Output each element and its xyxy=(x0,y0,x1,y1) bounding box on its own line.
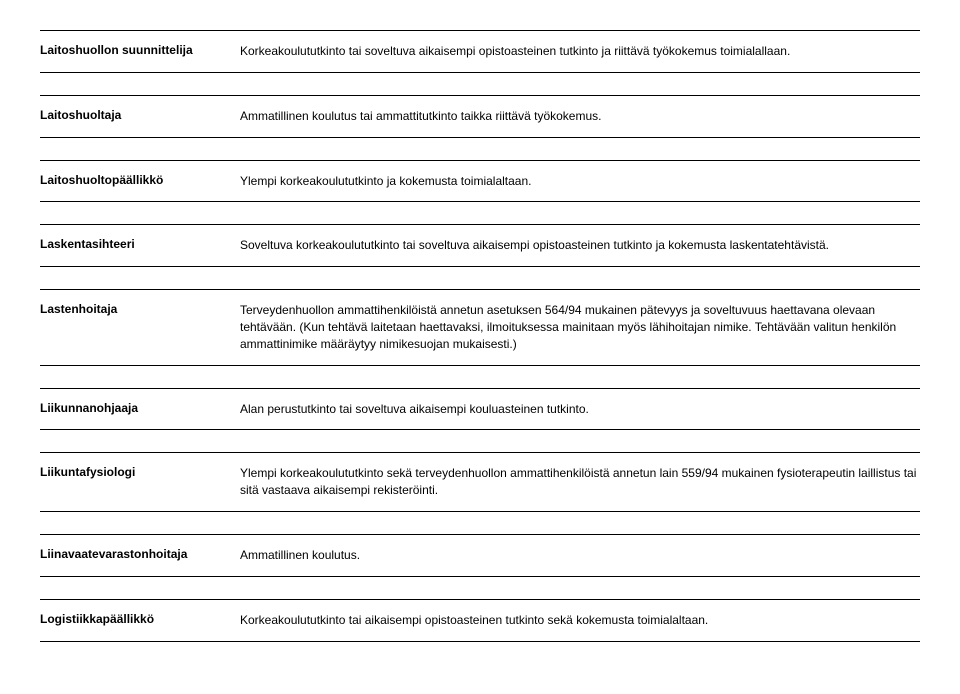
row-title: Laitoshuoltopäällikkö xyxy=(40,173,240,187)
row-desc: Ylempi korkeakoulututkinto ja kokemusta … xyxy=(240,173,920,190)
row-title: Logistiikkapäällikkö xyxy=(40,612,240,626)
table-row: Laitoshuoltaja Ammatillinen koulutus tai… xyxy=(40,95,920,138)
row-desc: Korkeakoulututkinto tai soveltuva aikais… xyxy=(240,43,920,60)
row-desc: Ammatillinen koulutus tai ammattitutkint… xyxy=(240,108,920,125)
row-title: Liinavaatevarastonhoitaja xyxy=(40,547,240,561)
table-row: Lastenhoitaja Terveydenhuollon ammattihe… xyxy=(40,289,920,365)
table-row: Liikunnanohjaaja Alan perustutkinto tai … xyxy=(40,388,920,431)
table-row: Laitoshuollon suunnittelija Korkeakoulut… xyxy=(40,30,920,73)
row-desc: Ylempi korkeakoulututkinto sekä terveyde… xyxy=(240,465,920,499)
row-title: Liikunnanohjaaja xyxy=(40,401,240,415)
row-title: Laitoshuoltaja xyxy=(40,108,240,122)
row-title: Liikuntafysiologi xyxy=(40,465,240,479)
row-desc: Terveydenhuollon ammattihenkilöistä anne… xyxy=(240,302,920,352)
row-title: Lastenhoitaja xyxy=(40,302,240,316)
table-row: Liikuntafysiologi Ylempi korkeakoulututk… xyxy=(40,452,920,512)
row-desc: Soveltuva korkeakoulututkinto tai sovelt… xyxy=(240,237,920,254)
table-row: Laskentasihteeri Soveltuva korkeakoulutu… xyxy=(40,224,920,267)
row-title: Laitoshuollon suunnittelija xyxy=(40,43,240,57)
row-desc: Ammatillinen koulutus. xyxy=(240,547,920,564)
table-row: Laitoshuoltopäällikkö Ylempi korkeakoulu… xyxy=(40,160,920,203)
row-desc: Korkeakoulututkinto tai aikaisempi opist… xyxy=(240,612,920,629)
row-title: Laskentasihteeri xyxy=(40,237,240,251)
row-desc: Alan perustutkinto tai soveltuva aikaise… xyxy=(240,401,920,418)
definitions-table: Laitoshuollon suunnittelija Korkeakoulut… xyxy=(40,30,920,642)
table-row: Logistiikkapäällikkö Korkeakoulututkinto… xyxy=(40,599,920,642)
table-row: Liinavaatevarastonhoitaja Ammatillinen k… xyxy=(40,534,920,577)
